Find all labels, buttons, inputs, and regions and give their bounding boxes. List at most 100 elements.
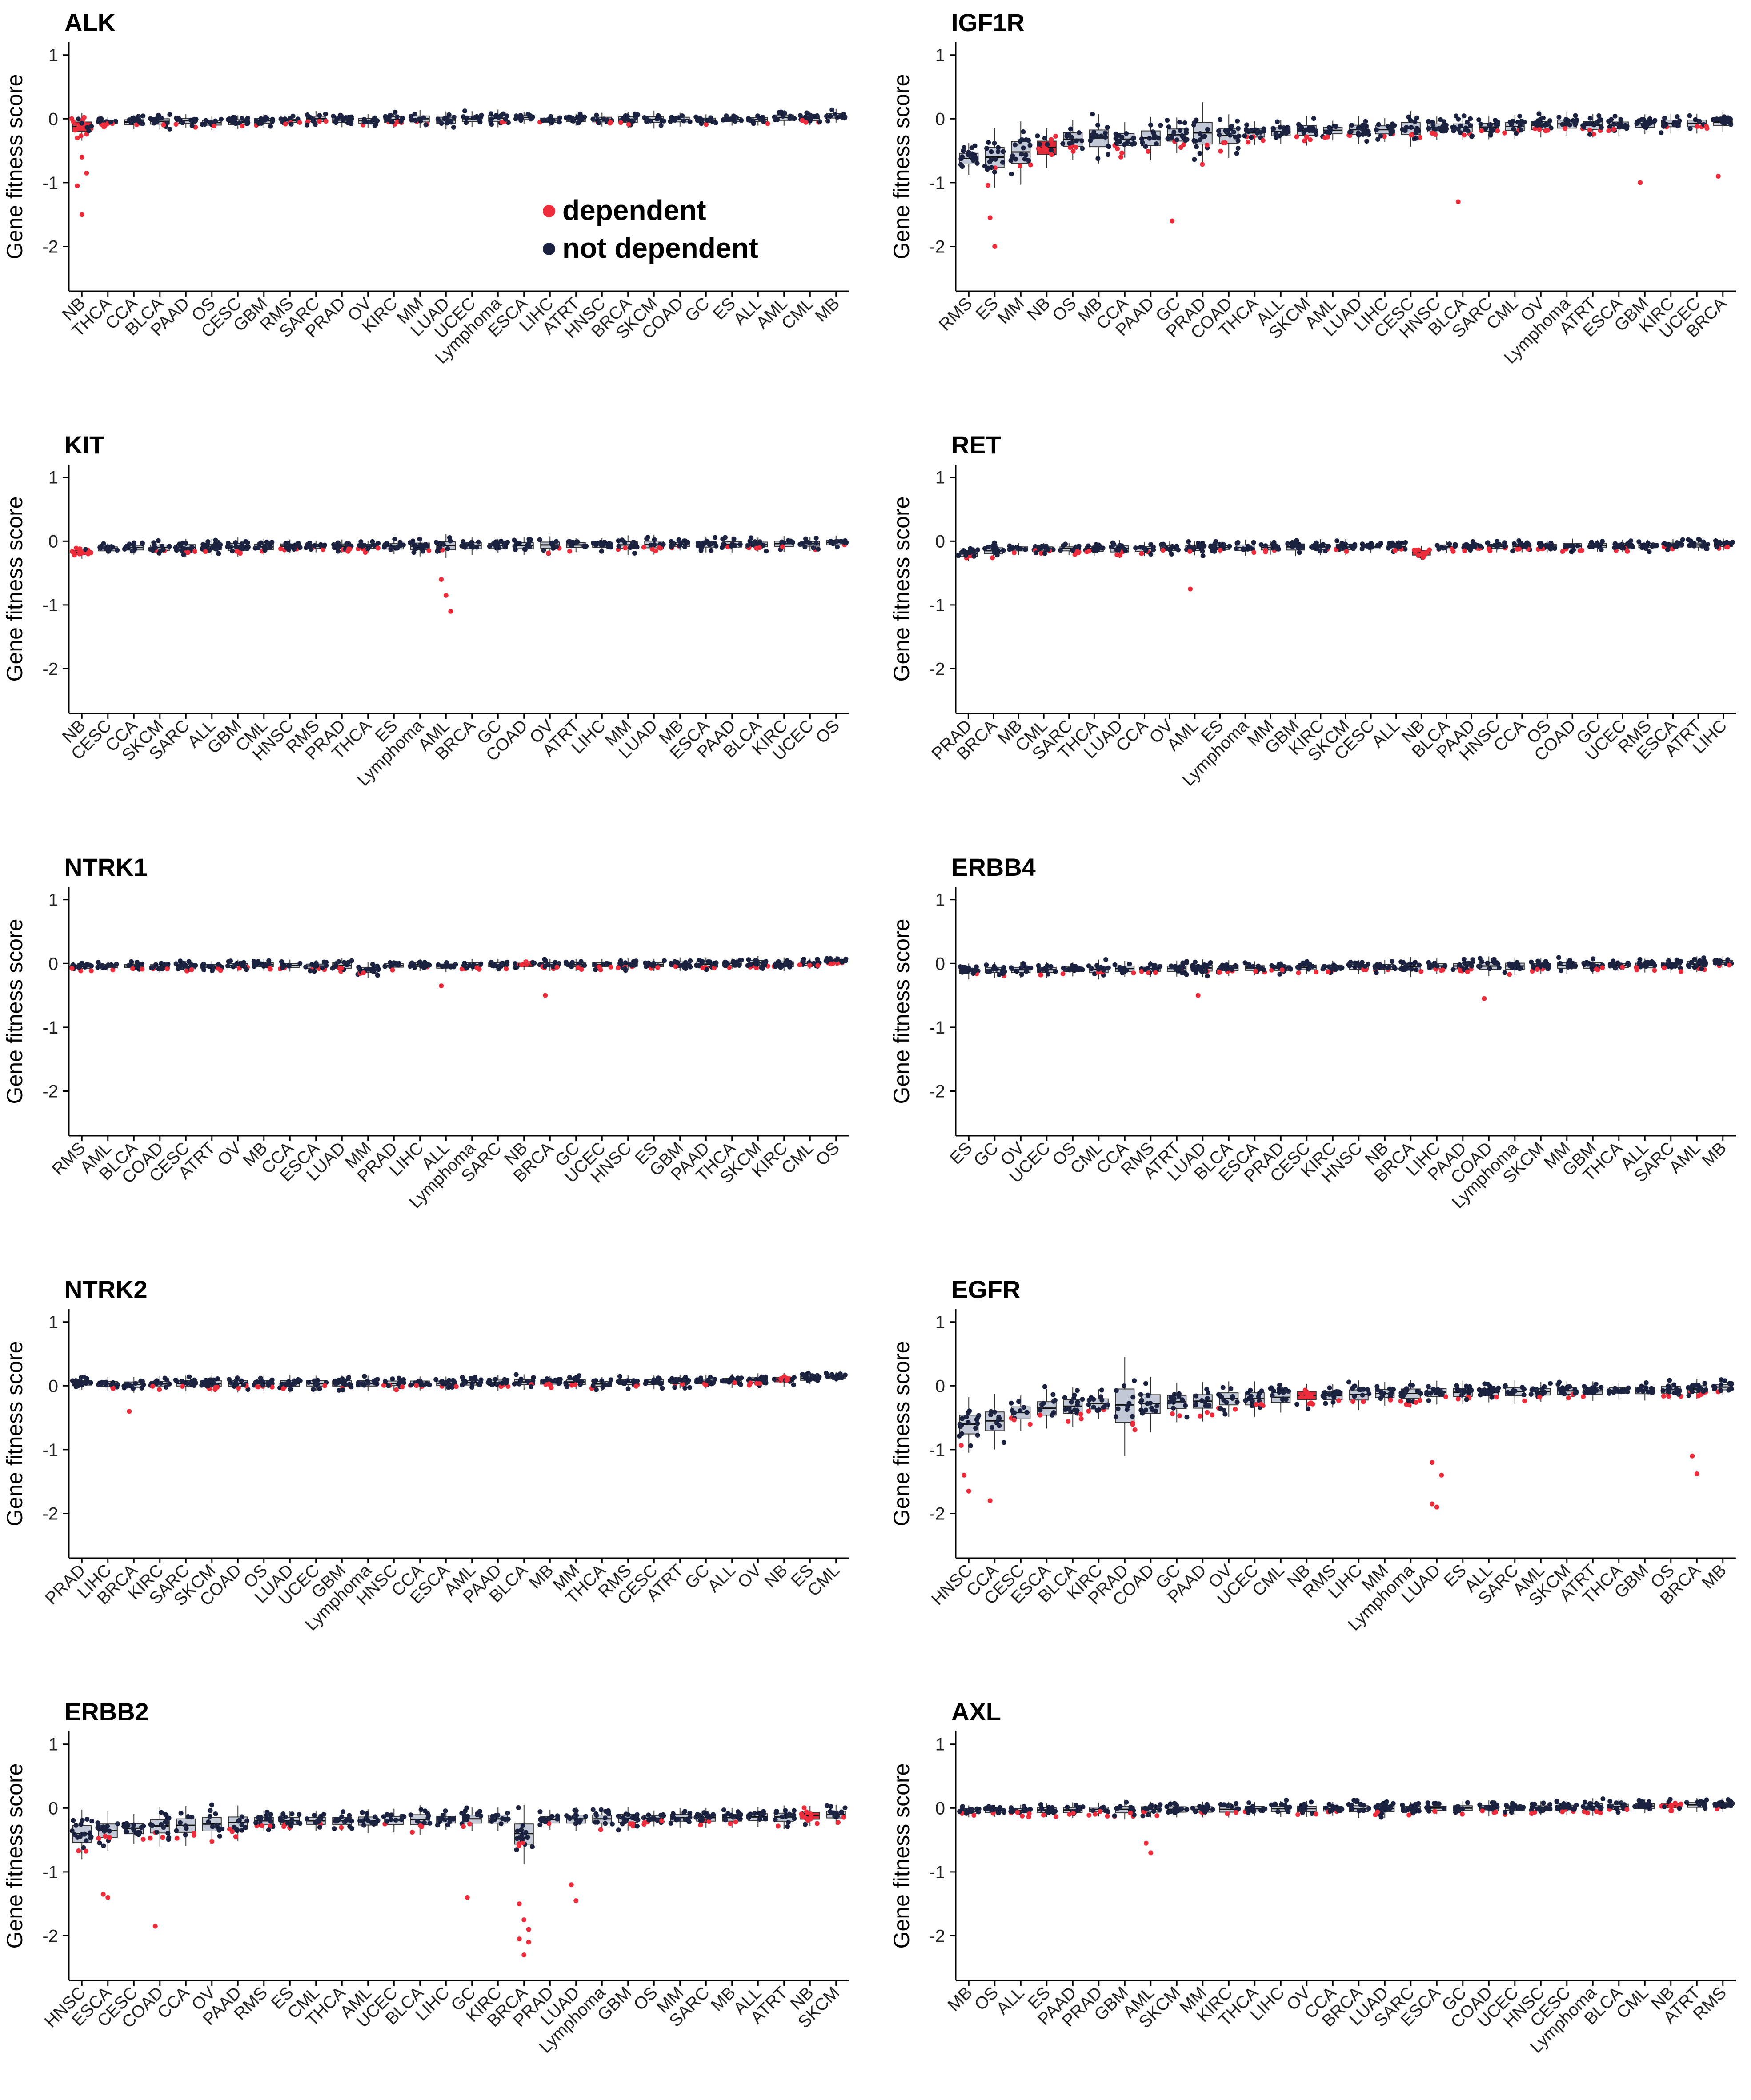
point-not-dependent [1309, 544, 1314, 549]
point-not-dependent [988, 1409, 994, 1414]
point-dependent [323, 119, 329, 124]
point-not-dependent [167, 544, 172, 549]
point-not-dependent [1074, 1388, 1080, 1393]
point-not-dependent [522, 546, 527, 552]
point-not-dependent [1609, 117, 1614, 122]
point-not-dependent [1037, 546, 1042, 552]
point-dependent [1036, 146, 1041, 151]
point-not-dependent [1670, 962, 1675, 967]
point-not-dependent [1241, 547, 1246, 553]
point-not-dependent [1072, 1392, 1077, 1398]
point-not-dependent [709, 541, 714, 546]
point-not-dependent [398, 119, 404, 124]
point-not-dependent [1154, 141, 1159, 147]
point-not-dependent [984, 962, 989, 968]
panel-title: KIT [64, 431, 104, 459]
point-not-dependent [1122, 142, 1127, 147]
point-not-dependent [1158, 542, 1164, 547]
point-not-dependent [971, 553, 977, 559]
point-not-dependent [1038, 1407, 1043, 1413]
point-not-dependent [1509, 122, 1514, 127]
point-not-dependent [812, 114, 817, 119]
point-not-dependent [1228, 1386, 1234, 1391]
point-not-dependent [642, 115, 647, 120]
point-not-dependent [488, 120, 493, 125]
point-dependent [1421, 555, 1426, 560]
point-not-dependent [1172, 1392, 1177, 1397]
point-not-dependent [1235, 146, 1241, 151]
point-not-dependent [1269, 963, 1274, 968]
point-not-dependent [557, 120, 562, 125]
point-not-dependent [985, 969, 990, 974]
point-not-dependent [1563, 544, 1568, 549]
point-not-dependent [1687, 113, 1692, 118]
point-not-dependent [803, 536, 809, 541]
point-not-dependent [835, 956, 841, 962]
point-not-dependent [1116, 139, 1121, 144]
point-not-dependent [1398, 544, 1403, 549]
point-not-dependent [397, 540, 403, 545]
point-not-dependent [1406, 114, 1411, 120]
point-not-dependent [1306, 1406, 1311, 1411]
y-tick-label: -2 [929, 237, 945, 256]
point-not-dependent [758, 1376, 763, 1382]
point-dependent [1302, 138, 1307, 144]
point-not-dependent [1469, 963, 1475, 969]
point-not-dependent [461, 539, 466, 545]
point-not-dependent [1209, 545, 1214, 550]
point-not-dependent [1234, 151, 1239, 156]
point-not-dependent [679, 1378, 685, 1383]
point-not-dependent [159, 544, 164, 549]
point-dependent [267, 966, 272, 971]
point-not-dependent [1000, 160, 1006, 165]
point-not-dependent [835, 544, 840, 549]
point-not-dependent [234, 961, 240, 966]
point-dependent-outlier [1455, 199, 1461, 204]
point-not-dependent [469, 1385, 475, 1390]
point-not-dependent [633, 111, 638, 116]
point-dependent [1027, 1422, 1033, 1427]
point-dependent [1028, 162, 1033, 168]
point-not-dependent [805, 1376, 811, 1382]
point-not-dependent [79, 120, 84, 126]
point-not-dependent [1186, 539, 1191, 545]
point-dependent [1253, 969, 1258, 974]
point-not-dependent [620, 537, 625, 543]
point-not-dependent [1205, 1395, 1210, 1401]
point-not-dependent [1270, 545, 1276, 550]
point-not-dependent [156, 538, 161, 543]
point-dependent [1200, 162, 1205, 167]
point-not-dependent [1574, 117, 1579, 123]
point-dependent [393, 1387, 399, 1392]
point-not-dependent [1231, 129, 1236, 135]
point-not-dependent [1518, 966, 1523, 971]
point-dependent [161, 122, 166, 128]
point-not-dependent [1151, 963, 1157, 968]
point-not-dependent [681, 538, 687, 544]
point-dependent [1078, 1416, 1084, 1421]
point-not-dependent [283, 541, 288, 546]
point-not-dependent [375, 541, 381, 546]
point-not-dependent [257, 541, 262, 547]
point-not-dependent [763, 1379, 768, 1384]
point-not-dependent [1489, 129, 1494, 134]
point-not-dependent [308, 115, 313, 120]
point-dependent [633, 1383, 639, 1389]
point-not-dependent [1034, 550, 1039, 556]
point-not-dependent [1271, 127, 1276, 132]
point-not-dependent [1538, 544, 1543, 549]
point-not-dependent [446, 1378, 452, 1383]
point-not-dependent [1193, 139, 1198, 144]
point-not-dependent [1256, 963, 1261, 969]
y-tick-label: 0 [935, 954, 945, 974]
point-not-dependent [387, 960, 393, 965]
point-not-dependent [1572, 122, 1578, 127]
point-not-dependent [1075, 1399, 1080, 1405]
point-not-dependent [382, 964, 388, 969]
point-not-dependent [376, 967, 381, 972]
point-not-dependent [1165, 136, 1170, 141]
point-not-dependent [181, 545, 187, 551]
point-not-dependent [1675, 121, 1681, 126]
point-not-dependent [1333, 124, 1338, 129]
